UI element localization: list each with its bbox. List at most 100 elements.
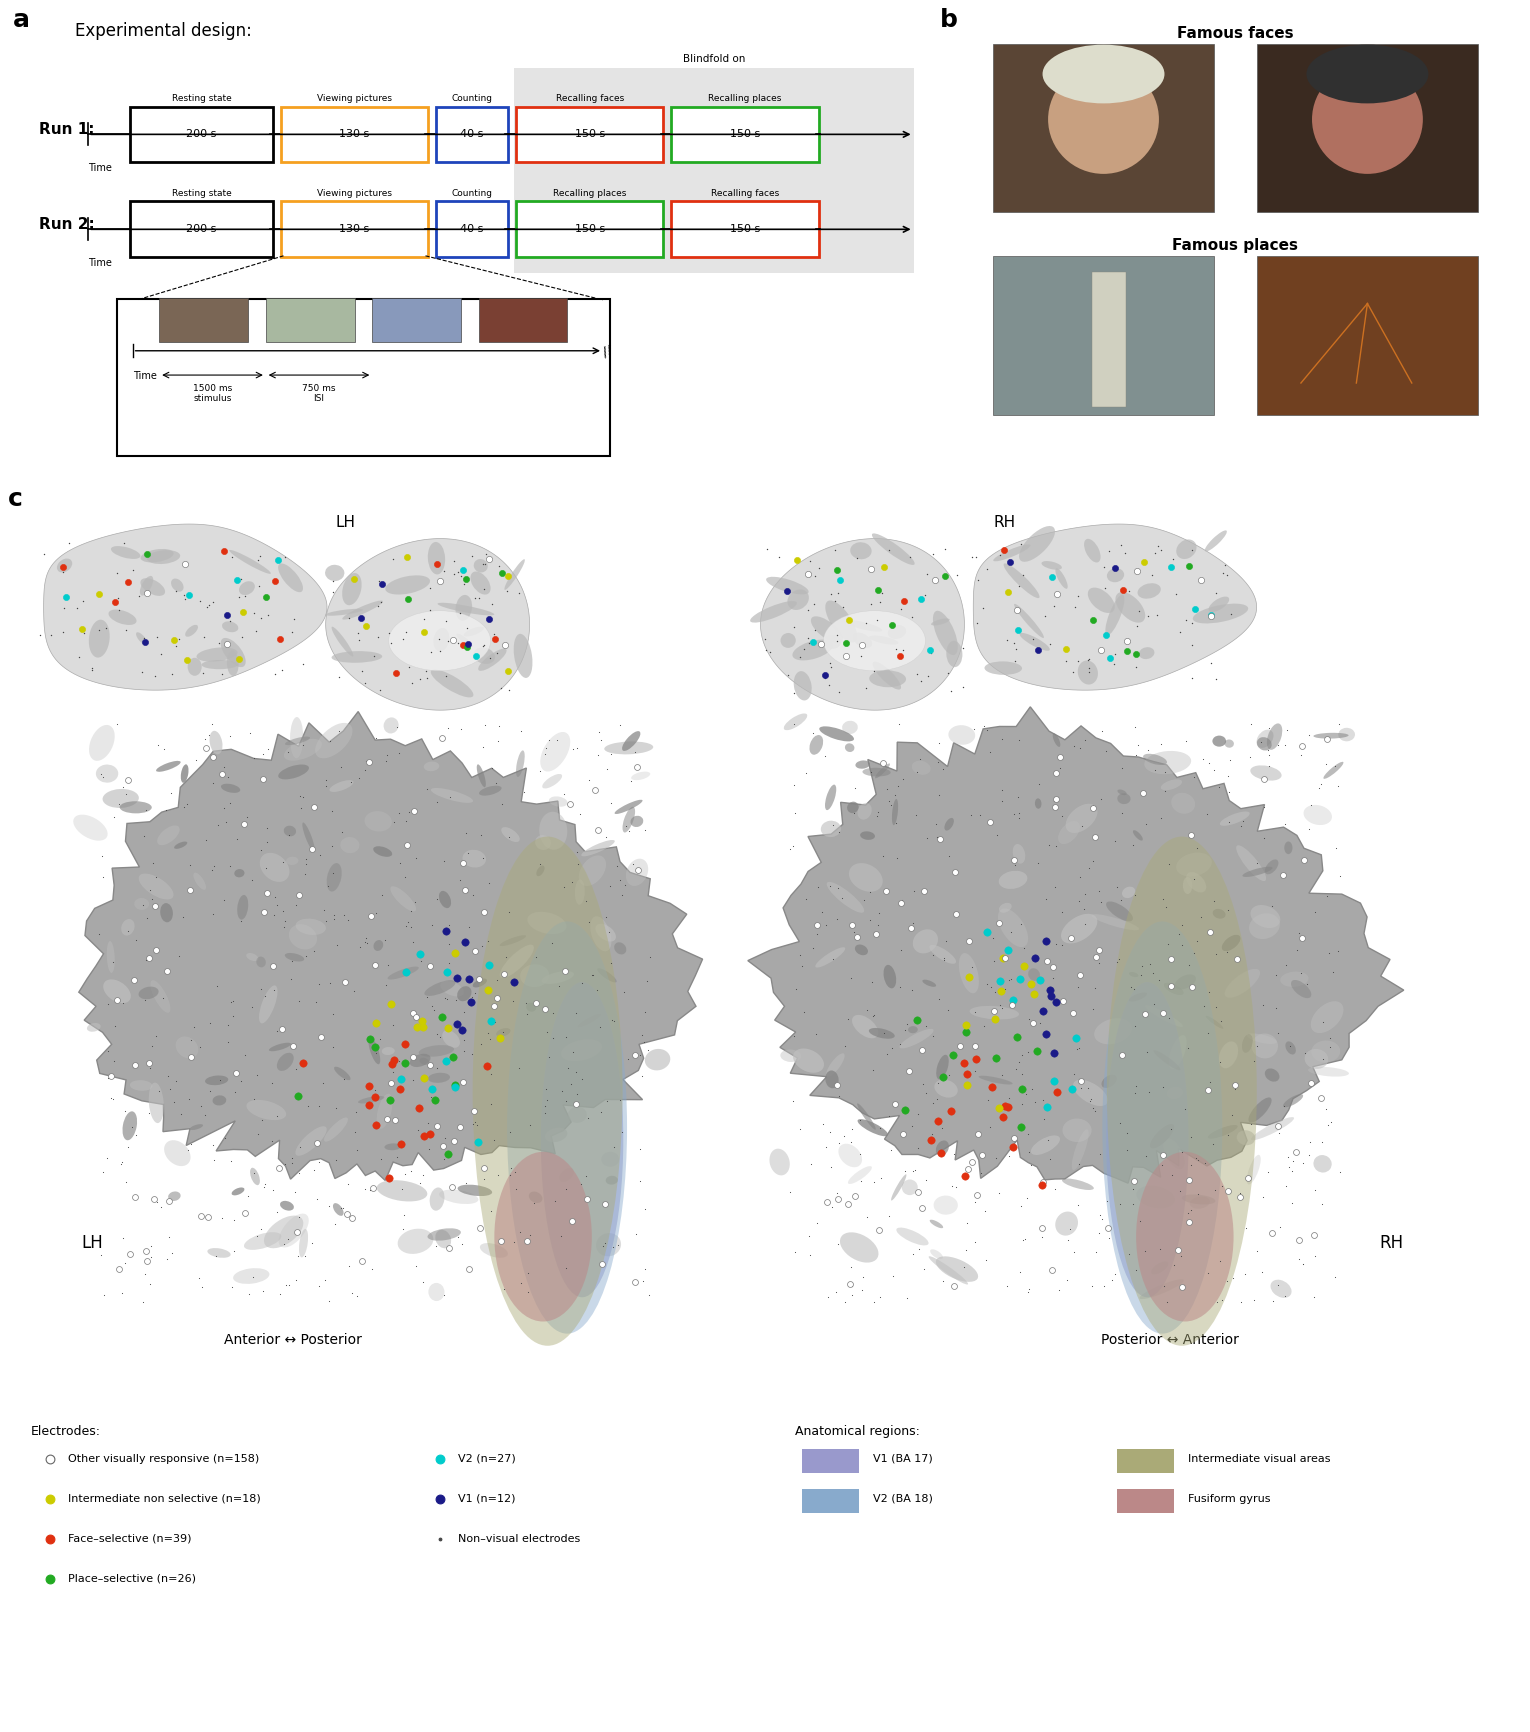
Point — [632, 1256, 656, 1283]
Point — [598, 788, 623, 816]
Point — [136, 944, 161, 972]
Point — [975, 970, 999, 998]
Point — [924, 823, 949, 850]
Point — [249, 837, 274, 864]
Point — [895, 1095, 920, 1122]
Point — [445, 1010, 470, 1037]
Point — [1271, 1093, 1296, 1121]
Ellipse shape — [1242, 1034, 1253, 1053]
Point — [506, 1055, 531, 1082]
Point — [1039, 982, 1063, 1010]
Ellipse shape — [1143, 753, 1167, 766]
Point — [482, 620, 506, 648]
Point — [1089, 1205, 1114, 1233]
Point — [113, 1249, 138, 1276]
Point — [1216, 778, 1241, 805]
Point — [360, 1174, 384, 1202]
Point — [454, 1169, 479, 1197]
Point — [999, 965, 1024, 992]
Point — [1198, 918, 1222, 946]
Point — [753, 625, 777, 653]
Ellipse shape — [1028, 968, 1040, 980]
Point — [1204, 994, 1229, 1022]
Point — [418, 1051, 442, 1079]
Ellipse shape — [825, 601, 857, 643]
Point — [167, 942, 191, 970]
Point — [601, 1006, 626, 1034]
Point — [782, 1022, 806, 1050]
Ellipse shape — [190, 1124, 203, 1129]
Point — [240, 994, 265, 1022]
Point — [262, 902, 286, 930]
Ellipse shape — [376, 1093, 392, 1129]
Point — [1210, 1173, 1235, 1200]
Ellipse shape — [838, 1143, 861, 1167]
Point — [1030, 1223, 1054, 1251]
Point — [1117, 577, 1141, 604]
Ellipse shape — [1014, 604, 1043, 637]
Point — [991, 1103, 1016, 1131]
Point — [1134, 811, 1158, 838]
Point — [436, 1013, 461, 1041]
Point — [1206, 1289, 1230, 1316]
Point — [1042, 1176, 1066, 1204]
Point — [1229, 1289, 1253, 1316]
Ellipse shape — [848, 802, 858, 812]
Point — [93, 615, 118, 643]
Ellipse shape — [164, 1140, 191, 1166]
Point — [249, 1216, 274, 1244]
Point — [349, 604, 373, 632]
Point — [32, 540, 57, 568]
Ellipse shape — [875, 764, 890, 778]
Point — [1037, 975, 1062, 1003]
Ellipse shape — [278, 764, 309, 779]
Point — [1304, 1176, 1328, 1204]
Point — [92, 762, 116, 790]
Ellipse shape — [433, 629, 450, 651]
Ellipse shape — [89, 726, 115, 760]
Point — [1043, 759, 1068, 786]
Point — [220, 1273, 245, 1301]
Point — [1177, 1167, 1201, 1195]
Point — [514, 1228, 539, 1256]
Point — [796, 559, 820, 587]
Point — [193, 726, 217, 753]
Point — [135, 1247, 159, 1275]
Ellipse shape — [103, 979, 132, 1003]
Point — [288, 1133, 312, 1160]
Point — [155, 958, 179, 986]
Point — [1200, 603, 1224, 630]
Ellipse shape — [506, 921, 627, 1334]
Point — [949, 1032, 973, 1060]
Point — [1125, 641, 1149, 669]
Point — [497, 675, 522, 703]
Point — [1163, 1251, 1187, 1278]
Point — [454, 819, 479, 847]
Point — [485, 966, 509, 994]
Point — [425, 885, 450, 913]
Ellipse shape — [632, 771, 650, 779]
Ellipse shape — [1151, 1261, 1169, 1275]
Point — [828, 566, 852, 594]
Ellipse shape — [929, 1256, 968, 1285]
Point — [1066, 973, 1091, 1001]
Point — [1207, 1048, 1232, 1076]
Point — [493, 630, 517, 658]
Point — [292, 1242, 317, 1270]
Point — [802, 591, 826, 618]
Point — [1157, 850, 1181, 878]
Ellipse shape — [1247, 1034, 1278, 1044]
Point — [757, 637, 782, 665]
Point — [438, 911, 462, 939]
Point — [124, 1121, 148, 1148]
Point — [514, 999, 539, 1027]
Point — [1066, 1034, 1091, 1062]
Point — [956, 1155, 981, 1183]
Point — [1151, 1141, 1175, 1169]
Text: //: // — [601, 343, 615, 359]
Point — [996, 1141, 1021, 1169]
Point — [797, 629, 822, 656]
Point — [1043, 831, 1068, 859]
Point — [868, 1114, 892, 1141]
Point — [580, 961, 604, 989]
